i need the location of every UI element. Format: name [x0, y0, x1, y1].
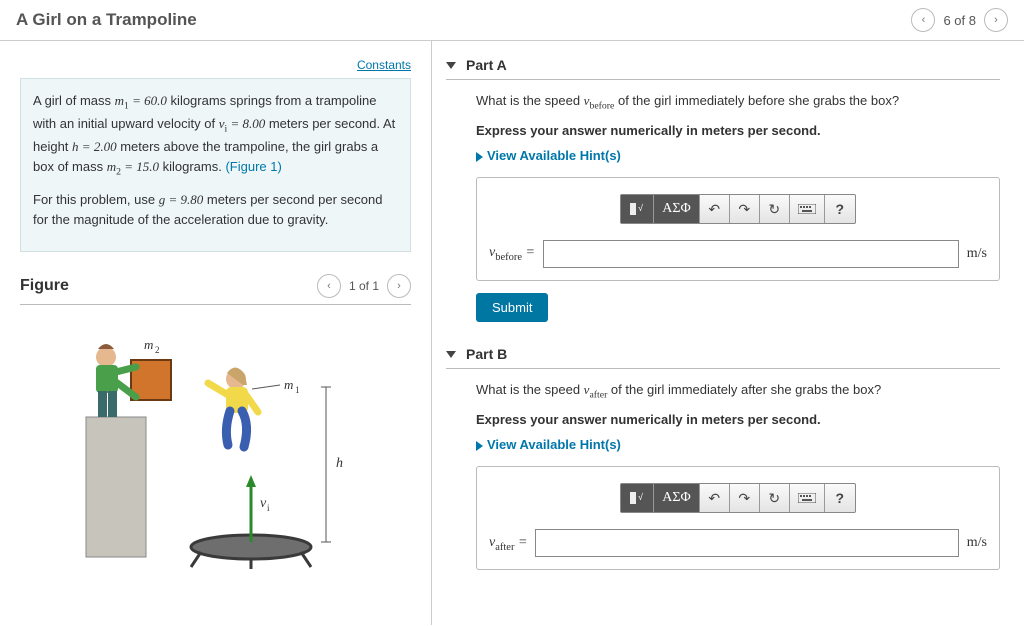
greek-button[interactable]: ΑΣΦ	[654, 195, 700, 223]
part-a-question: What is the speed vbefore of the girl im…	[476, 92, 1000, 113]
keyboard-button[interactable]	[790, 484, 825, 512]
collapse-icon	[446, 62, 456, 69]
part-b-header[interactable]: Part B	[446, 340, 1000, 369]
toolbar-help-button[interactable]: ?	[825, 484, 855, 512]
part-a-answer-box: √ ΑΣΦ ↶ ↷ ↻ ? vbefore =	[476, 177, 1000, 281]
part-b-section: Part B What is the speed vafter of the g…	[446, 340, 1000, 570]
templates-button[interactable]: √	[621, 195, 654, 223]
expand-icon	[476, 152, 483, 162]
part-a-submit-button[interactable]: Submit	[476, 293, 548, 322]
figure-page-indicator: 1 of 1	[349, 279, 379, 293]
part-a-header[interactable]: Part A	[446, 51, 1000, 80]
part-b-question: What is the speed vafter of the girl imm…	[476, 381, 1000, 402]
keyboard-button[interactable]	[790, 195, 825, 223]
part-a-title: Part A	[466, 57, 507, 73]
page-header: A Girl on a Trampoline ‹ 6 of 8 ›	[0, 0, 1024, 41]
svg-text:m: m	[284, 377, 293, 392]
page-title: A Girl on a Trampoline	[16, 10, 197, 30]
figure-illustration: v i h m 2	[36, 317, 396, 577]
svg-text:1: 1	[295, 385, 300, 395]
figure-header: Figure ‹ 1 of 1 ›	[20, 274, 411, 305]
part-b-answer-input[interactable]	[535, 529, 958, 557]
part-a-answer-input[interactable]	[543, 240, 959, 268]
templates-button[interactable]: √	[621, 484, 654, 512]
next-problem-button[interactable]: ›	[984, 8, 1008, 32]
figure-prev-button[interactable]: ‹	[317, 274, 341, 298]
part-a-answer-label: vbefore =	[489, 245, 535, 263]
undo-button[interactable]: ↶	[700, 484, 730, 512]
part-b-unit: m/s	[967, 535, 987, 551]
page-indicator: 6 of 8	[943, 13, 976, 28]
equation-toolbar: √ ΑΣΦ ↶ ↷ ↻ ?	[489, 483, 987, 513]
svg-text:h: h	[336, 456, 343, 471]
equation-toolbar: √ ΑΣΦ ↶ ↷ ↻ ?	[489, 194, 987, 224]
part-b-answer-label: vafter =	[489, 535, 527, 553]
part-b-instruction: Express your answer numerically in meter…	[476, 412, 1000, 427]
figure-reference-link[interactable]: (Figure 1)	[225, 159, 281, 174]
part-a-unit: m/s	[967, 246, 987, 262]
toolbar-help-button[interactable]: ?	[825, 195, 855, 223]
constants-link[interactable]: Constants	[357, 58, 411, 72]
part-a-instruction: Express your answer numerically in meter…	[476, 123, 1000, 138]
part-a-hints-toggle[interactable]: View Available Hint(s)	[476, 148, 1000, 163]
problem-statement: A girl of mass m1 = 60.0 kilograms sprin…	[20, 78, 411, 252]
left-column: Constants A girl of mass m1 = 60.0 kilog…	[0, 41, 432, 625]
figure-title: Figure	[20, 277, 69, 295]
reset-button[interactable]: ↻	[760, 484, 790, 512]
reset-button[interactable]: ↻	[760, 195, 790, 223]
redo-button[interactable]: ↷	[730, 195, 760, 223]
page-nav: ‹ 6 of 8 ›	[911, 8, 1008, 32]
svg-text:2: 2	[155, 345, 160, 355]
svg-text:m: m	[144, 337, 153, 352]
figure-next-button[interactable]: ›	[387, 274, 411, 298]
greek-button[interactable]: ΑΣΦ	[654, 484, 700, 512]
part-b-title: Part B	[466, 346, 507, 362]
undo-button[interactable]: ↶	[700, 195, 730, 223]
right-column: Part A What is the speed vbefore of the …	[432, 41, 1024, 625]
svg-text:√: √	[638, 492, 643, 502]
prev-problem-button[interactable]: ‹	[911, 8, 935, 32]
redo-button[interactable]: ↷	[730, 484, 760, 512]
collapse-icon	[446, 351, 456, 358]
part-b-answer-box: √ ΑΣΦ ↶ ↷ ↻ ? vafter =	[476, 466, 1000, 570]
svg-text:v: v	[260, 496, 267, 511]
svg-text:i: i	[267, 503, 270, 513]
expand-icon	[476, 441, 483, 451]
part-a-section: Part A What is the speed vbefore of the …	[446, 51, 1000, 322]
part-b-hints-toggle[interactable]: View Available Hint(s)	[476, 437, 1000, 452]
svg-text:√: √	[638, 203, 643, 213]
